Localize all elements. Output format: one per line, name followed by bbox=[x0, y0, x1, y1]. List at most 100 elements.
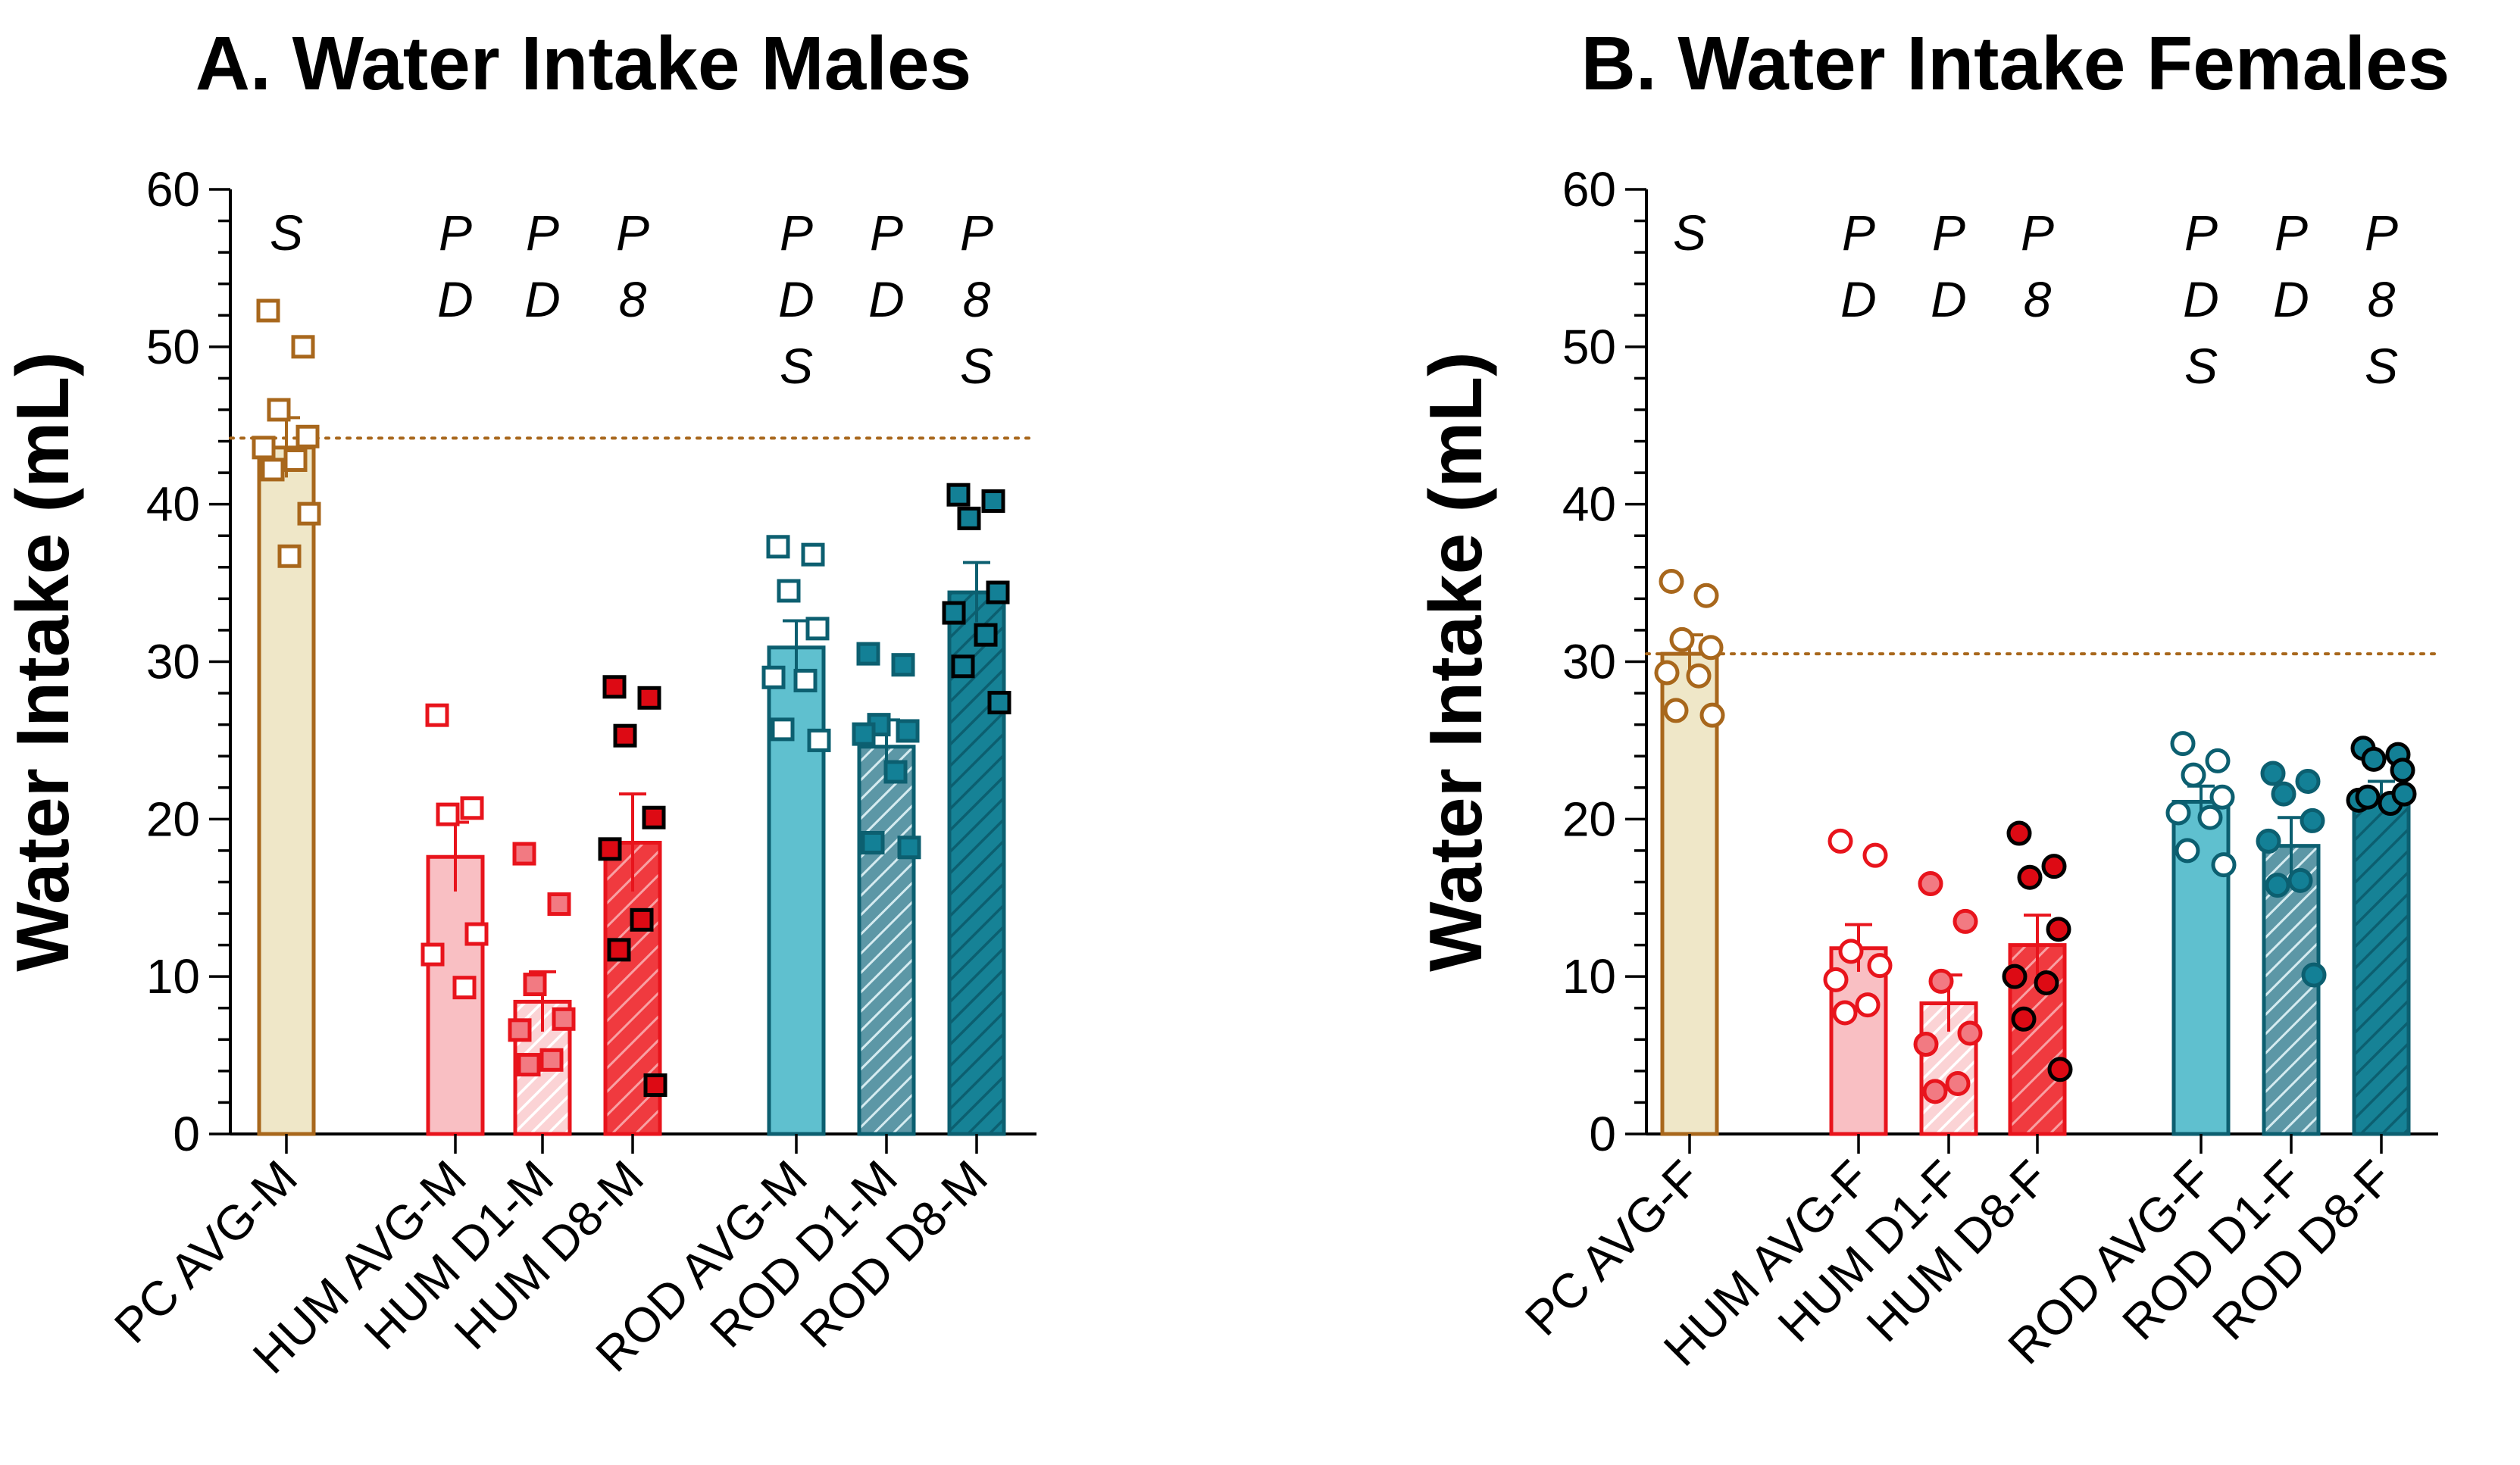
significance-label: P bbox=[2365, 205, 2398, 261]
data-point bbox=[1659, 569, 1684, 595]
significance-label: P bbox=[2275, 205, 2308, 261]
data-point bbox=[464, 922, 489, 946]
data-point bbox=[1654, 660, 1680, 686]
y-tick-label: 10 bbox=[1562, 949, 1616, 1004]
data-point bbox=[2265, 873, 2290, 898]
y-tick-label: 30 bbox=[1562, 635, 1616, 689]
data-point bbox=[452, 976, 477, 1000]
data-point bbox=[1832, 1000, 1858, 1026]
data-point bbox=[2390, 757, 2415, 783]
significance-label: 8 bbox=[963, 271, 991, 327]
data-point bbox=[801, 542, 825, 567]
y-tick-label: 20 bbox=[146, 792, 200, 846]
data-point bbox=[630, 907, 654, 932]
data-point bbox=[613, 723, 637, 748]
data-point bbox=[2165, 800, 2191, 826]
data-point bbox=[547, 892, 571, 917]
significance-label: P bbox=[2021, 205, 2054, 261]
data-point bbox=[1918, 871, 1943, 897]
y-tick-label: 0 bbox=[173, 1107, 200, 1161]
significance-label: P bbox=[526, 205, 559, 261]
significance-label: D bbox=[1931, 271, 1967, 327]
significance-label: D bbox=[868, 271, 905, 327]
bar-group-hum-d1-f: HUM D1-FPD bbox=[1768, 205, 1983, 1352]
bar bbox=[857, 745, 916, 1136]
data-point bbox=[256, 298, 280, 323]
significance-label: D bbox=[778, 271, 814, 327]
y-tick-label: 20 bbox=[1562, 792, 1616, 846]
significance-label: S bbox=[270, 205, 303, 261]
significance-label: P bbox=[1842, 205, 1875, 261]
y-tick-label: 50 bbox=[146, 320, 200, 374]
data-point bbox=[523, 973, 547, 997]
data-point bbox=[1838, 939, 1864, 964]
data-point bbox=[2046, 917, 2071, 942]
data-point bbox=[2211, 852, 2237, 878]
data-point bbox=[1669, 626, 1695, 652]
data-point bbox=[1945, 1070, 1971, 1096]
data-point bbox=[1693, 583, 1719, 608]
data-point bbox=[2197, 804, 2223, 830]
data-point bbox=[261, 458, 285, 482]
data-point bbox=[277, 544, 302, 568]
data-point bbox=[2300, 807, 2325, 833]
data-point bbox=[2017, 864, 2043, 890]
data-point bbox=[1663, 698, 1689, 723]
data-point bbox=[805, 617, 830, 641]
data-point bbox=[987, 691, 1011, 715]
data-point bbox=[508, 1018, 532, 1042]
y-tick-label: 30 bbox=[146, 635, 200, 689]
significance-label: 8 bbox=[2024, 271, 2052, 327]
significance-label: P bbox=[2184, 205, 2218, 261]
data-point bbox=[897, 836, 921, 860]
data-point bbox=[283, 448, 308, 472]
significance-label: 8 bbox=[2368, 271, 2396, 327]
data-point bbox=[957, 506, 981, 530]
data-point bbox=[2006, 820, 2032, 846]
y-axis-label: Water Intake (mL) bbox=[1414, 351, 1497, 972]
data-point bbox=[436, 802, 460, 826]
data-point bbox=[2034, 970, 2059, 995]
data-point bbox=[793, 668, 818, 692]
data-point bbox=[421, 942, 445, 967]
significance-label: P bbox=[616, 205, 649, 261]
data-point bbox=[2041, 854, 2067, 879]
data-point bbox=[2391, 781, 2417, 807]
data-point bbox=[2295, 768, 2321, 794]
data-point bbox=[2011, 1006, 2037, 1032]
significance-label: D bbox=[524, 271, 561, 327]
y-tick-label: 60 bbox=[146, 162, 200, 217]
bar-group-rod-d1-f: ROD D1-FPD bbox=[2112, 205, 2327, 1351]
data-point bbox=[602, 675, 627, 699]
data-point bbox=[2256, 828, 2281, 854]
data-point bbox=[2205, 748, 2231, 773]
data-point bbox=[1699, 702, 1725, 728]
y-tick-label: 0 bbox=[1589, 1107, 1616, 1161]
significance-label: S bbox=[2184, 338, 2218, 394]
data-point bbox=[2175, 838, 2200, 864]
bar-group-pc-avg-m: PC AVG-MS bbox=[104, 205, 321, 1354]
data-point bbox=[951, 654, 975, 679]
data-point bbox=[297, 501, 321, 526]
data-point bbox=[1827, 828, 1853, 854]
data-point bbox=[891, 653, 915, 677]
chart-title: A. Water Intake Males bbox=[195, 21, 971, 106]
data-point bbox=[291, 335, 315, 359]
significance-label: P bbox=[960, 205, 993, 261]
data-point bbox=[946, 483, 971, 507]
data-point bbox=[643, 1073, 668, 1098]
data-point bbox=[1823, 967, 1849, 992]
significance-label: 8 bbox=[619, 271, 647, 327]
data-point bbox=[1913, 1032, 1939, 1057]
data-point bbox=[2287, 867, 2313, 893]
data-point bbox=[460, 796, 484, 820]
data-point bbox=[1686, 663, 1712, 689]
data-point bbox=[883, 760, 908, 784]
significance-label: S bbox=[780, 338, 813, 394]
data-point bbox=[2002, 964, 2028, 989]
data-point bbox=[807, 728, 831, 752]
chart-title: B. Water Intake Females bbox=[1581, 21, 2450, 106]
significance-label: D bbox=[1840, 271, 1877, 327]
data-point bbox=[637, 686, 661, 710]
